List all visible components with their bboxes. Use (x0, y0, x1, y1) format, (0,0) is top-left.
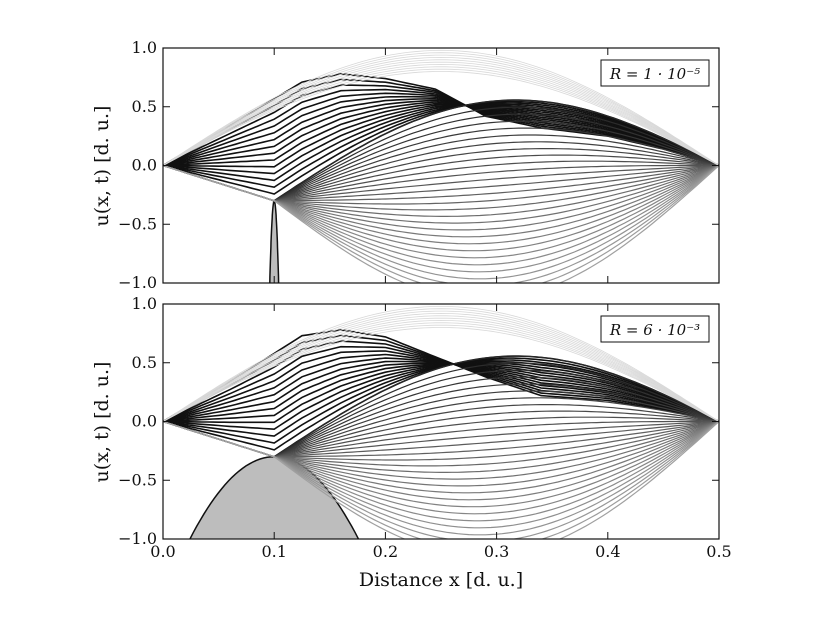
bottom-legend-box: R = 6 · 10⁻³ (600, 315, 710, 343)
faint-arc-3 (163, 319, 719, 422)
faint-arc-2 (163, 322, 719, 422)
y-tick-label: 0.5 (132, 97, 157, 116)
faint-arc-5 (163, 315, 719, 422)
faint-arc-7 (163, 310, 719, 422)
faint-arc-3 (163, 63, 719, 166)
wave-curve-2 (163, 84, 719, 167)
faint-arc-1 (163, 324, 719, 422)
y-tick-label: 0.5 (132, 353, 157, 372)
faint-arc-5 (163, 59, 719, 166)
wave-curve-44 (163, 164, 719, 283)
wave-curve-6 (163, 98, 719, 167)
faint-arc-6 (163, 56, 719, 166)
faint-arc-7 (163, 54, 719, 166)
wave-curve-3 (163, 88, 719, 167)
y-tick-label: −0.5 (118, 470, 157, 489)
faint-arc-8 (163, 52, 719, 166)
faint-arc-8 (163, 308, 719, 422)
faint-arc-9 (163, 49, 719, 166)
wave-curve-9 (163, 102, 719, 167)
bottom-y-axis-label: u(x, t) [d. u.] (91, 362, 113, 483)
x-tick-label: 0.2 (373, 542, 398, 561)
x-axis-label: Distance x [d. u.] (359, 569, 523, 591)
top-axis-ticks: −1.0 −0.5 0.0 0.5 1.0 (118, 38, 720, 292)
top-legend-box: R = 1 · 10⁻⁵ (600, 59, 710, 87)
faint-arc-0 (163, 327, 719, 422)
faint-arc-2 (163, 66, 719, 166)
wave-curve-5 (163, 95, 719, 167)
faint-arc-4 (163, 317, 719, 422)
bottom-axis-ticks: 0.0 0.1 0.2 0.3 0.4 0.5 −1.0 −0.5 0.0 0.5 1.0 (118, 294, 732, 561)
bottom-legend-label: R = 6 · 10⁻³ (609, 321, 700, 339)
faint-arc-0 (163, 71, 719, 166)
x-tick-label: 0.0 (150, 542, 175, 561)
x-tick-label: 0.5 (706, 542, 731, 561)
wave-curve-14 (163, 100, 719, 195)
top-panel: −1.0 −0.5 0.0 0.5 1.0 R = 1 · 10⁻⁵ u(x, t) [… (91, 38, 720, 292)
wave-curve-1 (163, 78, 719, 167)
y-tick-label: −1.0 (118, 529, 157, 548)
faint-arc-9 (163, 306, 719, 422)
wave-curve-10 (163, 104, 719, 168)
top-wave-curves (163, 49, 719, 283)
y-tick-label: −1.0 (118, 273, 157, 292)
wave-curve-13 (163, 102, 719, 189)
wave-curve-44 (163, 420, 719, 539)
wave-curve-7 (163, 99, 719, 167)
faint-arc-4 (163, 61, 719, 166)
x-tick-label: 0.4 (595, 542, 620, 561)
x-tick-label: 0.1 (261, 542, 286, 561)
y-tick-label: 1.0 (132, 294, 157, 313)
top-y-axis-label: u(x, t) [d. u.] (91, 106, 113, 227)
bottom-wave-curves (163, 306, 719, 539)
x-tick-label: 0.3 (484, 542, 509, 561)
y-tick-label: 1.0 (132, 38, 157, 57)
y-tick-label: −0.5 (118, 214, 157, 233)
y-tick-label: 0.0 (132, 156, 157, 175)
top-legend-label: R = 1 · 10⁻⁵ (609, 65, 700, 83)
faint-arc-6 (163, 312, 719, 422)
wave-curve-12 (163, 103, 719, 182)
faint-arc-1 (163, 68, 719, 166)
bottom-panel: 0.0 0.1 0.2 0.3 0.4 0.5 −1.0 −0.5 0.0 0.5 1.0 R = … (91, 294, 732, 561)
y-tick-label: 0.0 (132, 412, 157, 431)
